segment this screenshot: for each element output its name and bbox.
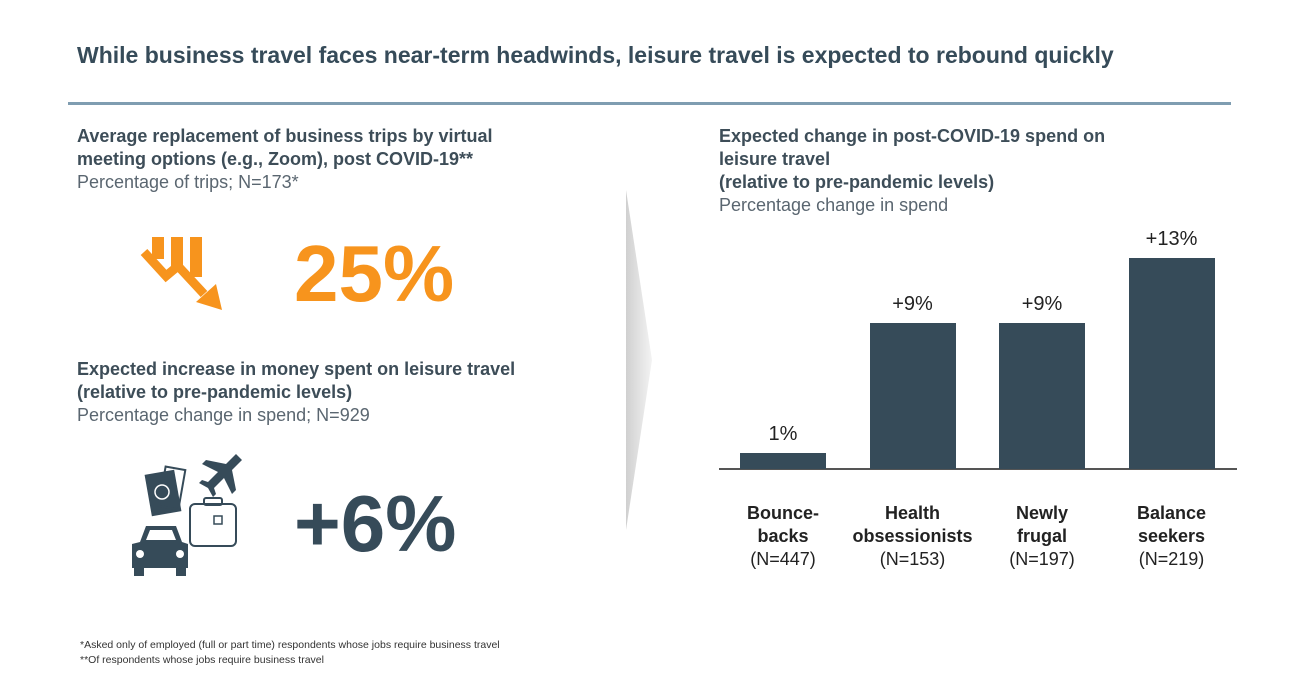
category-name: obsessionists xyxy=(852,526,973,546)
block2-heading-line1: Expected increase in money spent on leis… xyxy=(77,359,516,379)
airplane-icon xyxy=(199,454,242,497)
leisure-spend-increase-value: +6% xyxy=(294,479,457,568)
category-sample-size: (N=219) xyxy=(1138,549,1205,569)
footnote-2: **Of respondents whose jobs require busi… xyxy=(80,654,324,666)
data-label: +13% xyxy=(1145,228,1198,250)
suitcase-icon xyxy=(189,497,237,547)
bar-3 xyxy=(1128,258,1215,469)
category-label: Newly frugal (N=197) xyxy=(972,502,1112,571)
category-label: Health obsessionists (N=153) xyxy=(843,502,983,571)
data-label: +9% xyxy=(1021,292,1063,315)
title-divider xyxy=(68,102,1231,105)
category-sample-size: (N=447) xyxy=(750,549,816,569)
bar-2 xyxy=(999,322,1085,469)
declining-chart-arrow-icon xyxy=(140,237,222,310)
category-label: Balance seekers (N=219) xyxy=(1102,502,1242,571)
footnotes: *Asked only of employed (full or part ti… xyxy=(80,638,500,668)
category-label: Bounce-backs (N=447) xyxy=(713,502,853,571)
bar-1 xyxy=(869,322,956,469)
block2-header: Expected increase in money spent on leis… xyxy=(77,358,515,427)
block2-subheading: Percentage change in spend; N=929 xyxy=(77,405,370,425)
chart-header: Expected change in post-COVID-19 spend o… xyxy=(719,125,1105,217)
business-trip-replacement-value: 25% xyxy=(294,229,455,318)
block1-heading-line2: meeting options (e.g., Zoom), post COVID… xyxy=(77,149,474,169)
slide-title: While business travel faces near-term he… xyxy=(77,42,1114,68)
block1-heading-line1: Average replacement of business trips by… xyxy=(77,126,493,146)
chart-title-line2: leisure travel xyxy=(719,149,831,169)
data-label: 1% xyxy=(768,422,798,445)
passport-icon xyxy=(144,465,187,517)
section-arrow-divider xyxy=(626,190,652,530)
block1-header: Average replacement of business trips by… xyxy=(77,125,492,194)
data-label: +9% xyxy=(892,292,933,315)
chart-title-line3: (relative to pre-pandemic levels) xyxy=(719,172,995,192)
x-axis-line xyxy=(719,468,1237,470)
footnote-1: *Asked only of employed (full or part ti… xyxy=(80,639,500,651)
category-name: Balance xyxy=(1136,503,1207,523)
category-name: seekers xyxy=(1137,526,1206,546)
category-name: Health xyxy=(884,503,940,523)
block1-subheading: Percentage of trips; N=173* xyxy=(77,172,299,192)
chart-subtitle: Percentage change in spend xyxy=(719,195,949,215)
category-name: backs xyxy=(757,526,809,546)
car-icon xyxy=(132,526,188,576)
category-sample-size: (N=153) xyxy=(879,549,946,569)
bar-0 xyxy=(740,452,826,469)
category-sample-size: (N=197) xyxy=(1009,549,1075,569)
chart-title-line1: Expected change in post-COVID-19 spend o… xyxy=(719,126,1106,146)
category-name: Newly xyxy=(1015,503,1069,523)
block2-heading-line2: (relative to pre-pandemic levels) xyxy=(77,382,353,402)
category-name: Bounce- xyxy=(747,503,819,523)
category-name: frugal xyxy=(1016,526,1067,546)
travel-icons xyxy=(132,454,242,576)
